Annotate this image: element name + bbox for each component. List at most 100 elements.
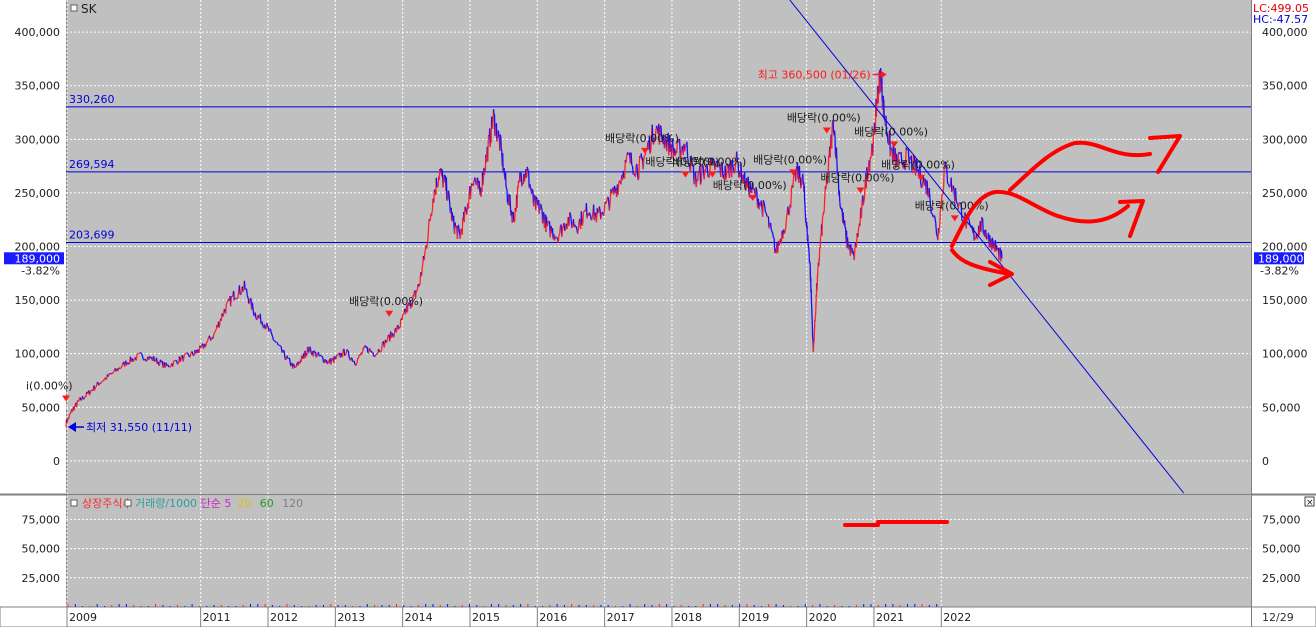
price-axis-right: 0 50,000 100,000 150,000 200,000 250,000 300,0… (1262, 26, 1308, 468)
price-tick-label-left: 0 (53, 455, 60, 468)
price-segment (270, 331, 273, 335)
price-segment (109, 372, 112, 375)
price-segment (728, 164, 731, 178)
price-segment (660, 125, 663, 137)
date-tick-label: 2018 (674, 611, 702, 624)
dividend-label: 배당락(0.00%) (672, 155, 746, 168)
level-label: 269,594 (69, 158, 115, 171)
price-segment (257, 314, 260, 318)
price-segment (947, 183, 950, 186)
price-segment (771, 231, 774, 234)
price-segment (261, 323, 264, 328)
price-segment (686, 155, 689, 164)
lc-readout: LC:499.05 (1253, 2, 1309, 15)
price-segment (957, 202, 960, 209)
dividend-marker (641, 147, 650, 154)
price-segment (751, 182, 754, 190)
dividend-marker (385, 310, 394, 317)
close-panel-button[interactable] (1304, 496, 1315, 507)
dividend-labels: 배당락(0.00%)배당락(0.00%)배당락(0.00%)배당락(0.00%)… (26, 112, 989, 402)
price-segment (83, 397, 86, 400)
price-segment (144, 358, 147, 361)
price-segment (649, 150, 652, 154)
price-segment (344, 353, 347, 356)
price-segment (743, 171, 746, 190)
price-segment (747, 176, 750, 193)
price-segment (761, 200, 764, 217)
dividend-marker (708, 171, 717, 178)
price-segment (688, 164, 691, 167)
price-segment (561, 228, 564, 237)
price-segment (706, 165, 709, 174)
price-segment (256, 318, 258, 321)
price-segment (286, 355, 289, 359)
price-segment (341, 349, 344, 357)
price-segment (395, 325, 398, 333)
price-segment (357, 354, 360, 359)
low-arrow-head (68, 422, 76, 433)
price-segment (703, 170, 706, 180)
price-segment (778, 239, 781, 246)
price-segment (373, 355, 375, 357)
price-tick-label-right: 250,000 (1262, 187, 1308, 200)
price-segment (906, 148, 909, 151)
price-segment (623, 159, 626, 179)
price-segment (928, 188, 931, 199)
dividend-label: 배당락(0.00%) (349, 295, 423, 308)
date-tick-label: 2011 (203, 611, 231, 624)
price-segment (741, 181, 743, 184)
price-segment (630, 152, 633, 166)
price-segment (900, 152, 903, 165)
price-segment (322, 357, 325, 363)
price-segment (271, 334, 274, 337)
price-segment (392, 335, 395, 338)
price-segment (785, 218, 788, 228)
price-segment (340, 352, 343, 358)
price-segment (356, 358, 359, 364)
price-segment (245, 289, 248, 296)
price-segment (718, 164, 721, 168)
price-segment (337, 352, 340, 356)
price-segment (660, 136, 663, 141)
level-label: 330,260 (69, 93, 115, 106)
price-segment (731, 160, 734, 167)
price-segment (287, 357, 289, 360)
price-segment (749, 182, 752, 192)
price-segment (785, 212, 788, 219)
dividend-marker (822, 127, 831, 134)
price-segment (720, 161, 723, 167)
hand-drawn-arrows (843, 134, 1182, 527)
symbol-checkbox[interactable] (70, 4, 78, 12)
dividend-marker (856, 187, 865, 194)
price-segment (697, 171, 700, 181)
price-segment (283, 350, 286, 358)
price-segment (784, 227, 787, 233)
price-segment (582, 211, 585, 225)
price-segment (935, 232, 938, 237)
price-segment (732, 166, 735, 171)
price-segment (601, 211, 604, 215)
price-segment (248, 298, 251, 304)
price-segment (205, 341, 208, 344)
price-segment (557, 235, 560, 243)
volume-tick-label-right: 50,000 (1262, 543, 1301, 556)
current-price-label-left: 189,000 (15, 252, 61, 265)
price-segment (933, 215, 936, 219)
volume-legend-item: 상장주식수 (82, 497, 133, 510)
price-segment (288, 357, 291, 361)
price-segment (86, 391, 89, 394)
price-segment (187, 353, 190, 357)
price-segment (548, 220, 550, 223)
price-segment (83, 396, 86, 399)
price-segment (200, 344, 203, 349)
dividend-marker (917, 174, 926, 181)
price-segment (597, 211, 600, 214)
volume-plot-area[interactable] (66, 496, 1252, 607)
price-segment (712, 157, 715, 160)
price-segment (946, 169, 949, 184)
price-segment (627, 153, 630, 156)
price-segment (787, 206, 790, 215)
price-segment (684, 144, 687, 148)
price-segment (243, 280, 246, 291)
